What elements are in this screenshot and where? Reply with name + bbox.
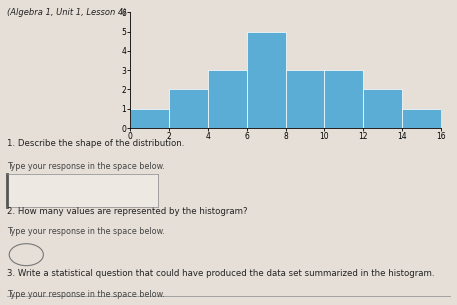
- Text: 3. Write a statistical question that could have produced the data set summarized: 3. Write a statistical question that cou…: [7, 269, 434, 278]
- Bar: [169, 89, 208, 128]
- Text: Type your response in the space below.: Type your response in the space below.: [7, 227, 165, 236]
- Text: Type your response in the space below.: Type your response in the space below.: [7, 162, 165, 171]
- Text: 2. How many values are represented by the histogram?: 2. How many values are represented by th…: [7, 207, 247, 217]
- Text: Type your response in the space below.: Type your response in the space below.: [7, 290, 165, 300]
- Bar: [363, 89, 402, 128]
- Ellipse shape: [9, 244, 43, 266]
- Text: 1. Describe the shape of the distribution.: 1. Describe the shape of the distributio…: [7, 139, 184, 148]
- Bar: [402, 109, 441, 128]
- Bar: [247, 31, 286, 128]
- Text: (Algebra 1, Unit 1, Lesson 4): (Algebra 1, Unit 1, Lesson 4): [7, 8, 126, 17]
- Bar: [324, 70, 363, 128]
- Bar: [208, 70, 247, 128]
- Bar: [286, 70, 324, 128]
- Bar: [130, 109, 169, 128]
